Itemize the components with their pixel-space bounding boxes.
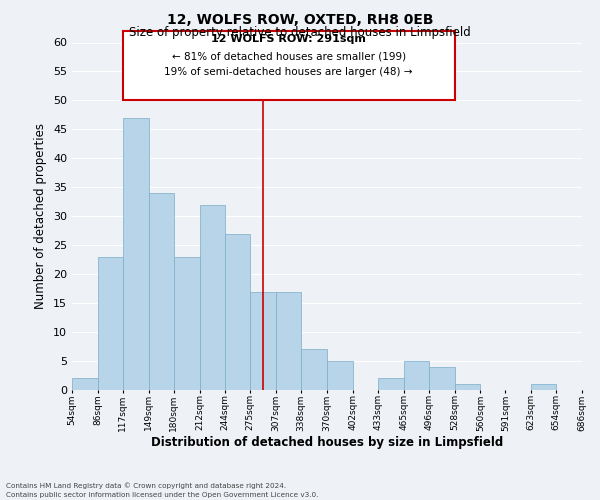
Y-axis label: Number of detached properties: Number of detached properties xyxy=(34,123,47,309)
Bar xyxy=(226,234,250,390)
Text: ← 81% of detached houses are smaller (199): ← 81% of detached houses are smaller (19… xyxy=(172,52,406,62)
Text: 12, WOLFS ROW, OXTED, RH8 0EB: 12, WOLFS ROW, OXTED, RH8 0EB xyxy=(167,12,433,26)
Text: Contains public sector information licensed under the Open Government Licence v3: Contains public sector information licen… xyxy=(6,492,319,498)
X-axis label: Distribution of detached houses by size in Limpsfield: Distribution of detached houses by size … xyxy=(151,436,503,449)
Bar xyxy=(404,361,428,390)
Bar xyxy=(72,378,98,390)
Bar xyxy=(301,350,327,390)
Bar xyxy=(378,378,404,390)
FancyBboxPatch shape xyxy=(123,31,455,100)
Text: Size of property relative to detached houses in Limpsfield: Size of property relative to detached ho… xyxy=(129,26,471,39)
Bar xyxy=(98,257,123,390)
Bar xyxy=(276,292,301,390)
Bar xyxy=(428,367,455,390)
Bar xyxy=(173,257,199,390)
Bar xyxy=(582,384,600,390)
Bar xyxy=(123,118,149,390)
Text: 12 WOLFS ROW: 291sqm: 12 WOLFS ROW: 291sqm xyxy=(211,34,366,44)
Bar xyxy=(149,193,173,390)
Bar xyxy=(531,384,556,390)
Bar xyxy=(455,384,481,390)
Bar xyxy=(327,361,353,390)
Bar xyxy=(199,204,226,390)
Text: Contains HM Land Registry data © Crown copyright and database right 2024.: Contains HM Land Registry data © Crown c… xyxy=(6,482,286,489)
Bar xyxy=(250,292,276,390)
Text: 19% of semi-detached houses are larger (48) →: 19% of semi-detached houses are larger (… xyxy=(164,68,413,78)
